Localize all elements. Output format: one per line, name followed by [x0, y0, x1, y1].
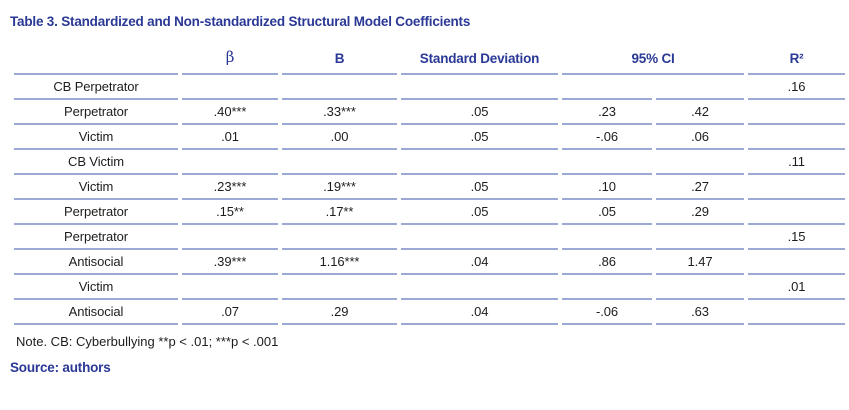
cell-sd: .05 — [401, 175, 558, 200]
cell-ci-low — [562, 150, 652, 175]
cell-ci-low: .86 — [562, 250, 652, 275]
table-row: CB Perpetrator .16 — [14, 75, 846, 100]
table-row: CB Victim .11 — [14, 150, 846, 175]
cell-ci-low — [562, 225, 652, 250]
cell-beta — [182, 275, 278, 300]
table-row: Antisocial .39*** 1.16*** .04.86 1.47 — [14, 250, 846, 275]
cell-ci-low — [562, 75, 652, 100]
cell-sd — [401, 75, 558, 100]
cell-r2 — [748, 250, 846, 275]
cell-ci-high: .27 — [656, 175, 745, 200]
cell-beta: .23*** — [182, 175, 278, 200]
header-row: β B Standard Deviation 95% CI R² — [14, 45, 846, 75]
cell-r2 — [748, 200, 846, 225]
cell-b: 1.16*** — [282, 250, 397, 275]
table-header: β B Standard Deviation 95% CI R² — [14, 45, 846, 75]
cell-r2: .16 — [748, 75, 846, 100]
table-row: Perpetrator .15** .17** .05.05.29 — [14, 200, 846, 225]
table-row: Victim .01.00.05 -.06.06 — [14, 125, 846, 150]
column-header-beta: β — [182, 45, 278, 75]
table-row: Perpetrator .40*** .33*** .05.23.42 — [14, 100, 846, 125]
cell-sd: .05 — [401, 200, 558, 225]
cell-r2 — [748, 175, 846, 200]
cell-label: Victim — [14, 125, 178, 150]
cell-r2 — [748, 125, 846, 150]
cell-b: .19*** — [282, 175, 397, 200]
cell-beta: .01 — [182, 125, 278, 150]
cell-b — [282, 225, 397, 250]
cell-ci-high — [656, 75, 745, 100]
cell-sd: .05 — [401, 125, 558, 150]
table-body: CB Perpetrator .16 Perpetrator .40*** .33***… — [14, 75, 846, 325]
cell-b — [282, 275, 397, 300]
cell-beta: .39*** — [182, 250, 278, 275]
cell-ci-high: 1.47 — [656, 250, 745, 275]
cell-ci-high — [656, 150, 745, 175]
table-row: Victim .01 — [14, 275, 846, 300]
column-header-empty — [14, 45, 178, 75]
cell-b: .33*** — [282, 100, 397, 125]
cell-beta — [182, 75, 278, 100]
table-row: Victim .23*** .19*** .05.10.27 — [14, 175, 846, 200]
cell-beta: .07 — [182, 300, 278, 325]
cell-ci-high — [656, 225, 745, 250]
table-title: Table 3. Standardized and Non-standardiz… — [10, 14, 471, 29]
cell-label: Perpetrator — [14, 200, 178, 225]
cell-b: .17** — [282, 200, 397, 225]
cell-sd — [401, 225, 558, 250]
cell-label: Victim — [14, 275, 178, 300]
cell-label: Victim — [14, 175, 178, 200]
cell-ci-high: .42 — [656, 100, 745, 125]
column-header-r-squared: R² — [748, 45, 846, 75]
table-row: Antisocial .07.29.04 -.06.63 — [14, 300, 846, 325]
column-header-95-ci: 95% CI — [562, 45, 745, 75]
cell-label: Perpetrator — [14, 100, 178, 125]
cell-ci-low: -.06 — [562, 300, 652, 325]
page: Table 3. Standardized and Non-standardiz… — [10, 14, 849, 375]
table-note: Note. CB: Cyberbullying **p < .01; ***p … — [16, 334, 279, 349]
cell-label: Perpetrator — [14, 225, 178, 250]
cell-ci-low: .10 — [562, 175, 652, 200]
cell-ci-low — [562, 275, 652, 300]
cell-ci-low: .05 — [562, 200, 652, 225]
cell-beta — [182, 225, 278, 250]
cell-sd: .04 — [401, 250, 558, 275]
cell-label: Antisocial — [14, 300, 178, 325]
cell-ci-high: .63 — [656, 300, 745, 325]
cell-beta — [182, 150, 278, 175]
cell-beta: .40*** — [182, 100, 278, 125]
cell-ci-low: .23 — [562, 100, 652, 125]
cell-sd — [401, 275, 558, 300]
cell-ci-high — [656, 275, 745, 300]
table-row: Perpetrator .15 — [14, 225, 846, 250]
cell-ci-high: .06 — [656, 125, 745, 150]
cell-sd: .04 — [401, 300, 558, 325]
column-header-standard-deviation: Standard Deviation — [401, 45, 558, 75]
cell-r2 — [748, 300, 846, 325]
cell-b: .29 — [282, 300, 397, 325]
cell-b: .00 — [282, 125, 397, 150]
cell-sd — [401, 150, 558, 175]
cell-sd: .05 — [401, 100, 558, 125]
source-label: Source: authors — [10, 360, 111, 375]
column-header-b: B — [282, 45, 397, 75]
cell-label: CB Perpetrator — [14, 75, 178, 100]
cell-label: CB Victim — [14, 150, 178, 175]
cell-b — [282, 150, 397, 175]
cell-label: Antisocial — [14, 250, 178, 275]
coefficients-table: β B Standard Deviation 95% CI R² CB Perp… — [10, 45, 849, 325]
cell-r2: .11 — [748, 150, 846, 175]
cell-r2 — [748, 100, 846, 125]
cell-beta: .15** — [182, 200, 278, 225]
cell-ci-low: -.06 — [562, 125, 652, 150]
cell-b — [282, 75, 397, 100]
cell-r2: .15 — [748, 225, 846, 250]
cell-r2: .01 — [748, 275, 846, 300]
cell-ci-high: .29 — [656, 200, 745, 225]
